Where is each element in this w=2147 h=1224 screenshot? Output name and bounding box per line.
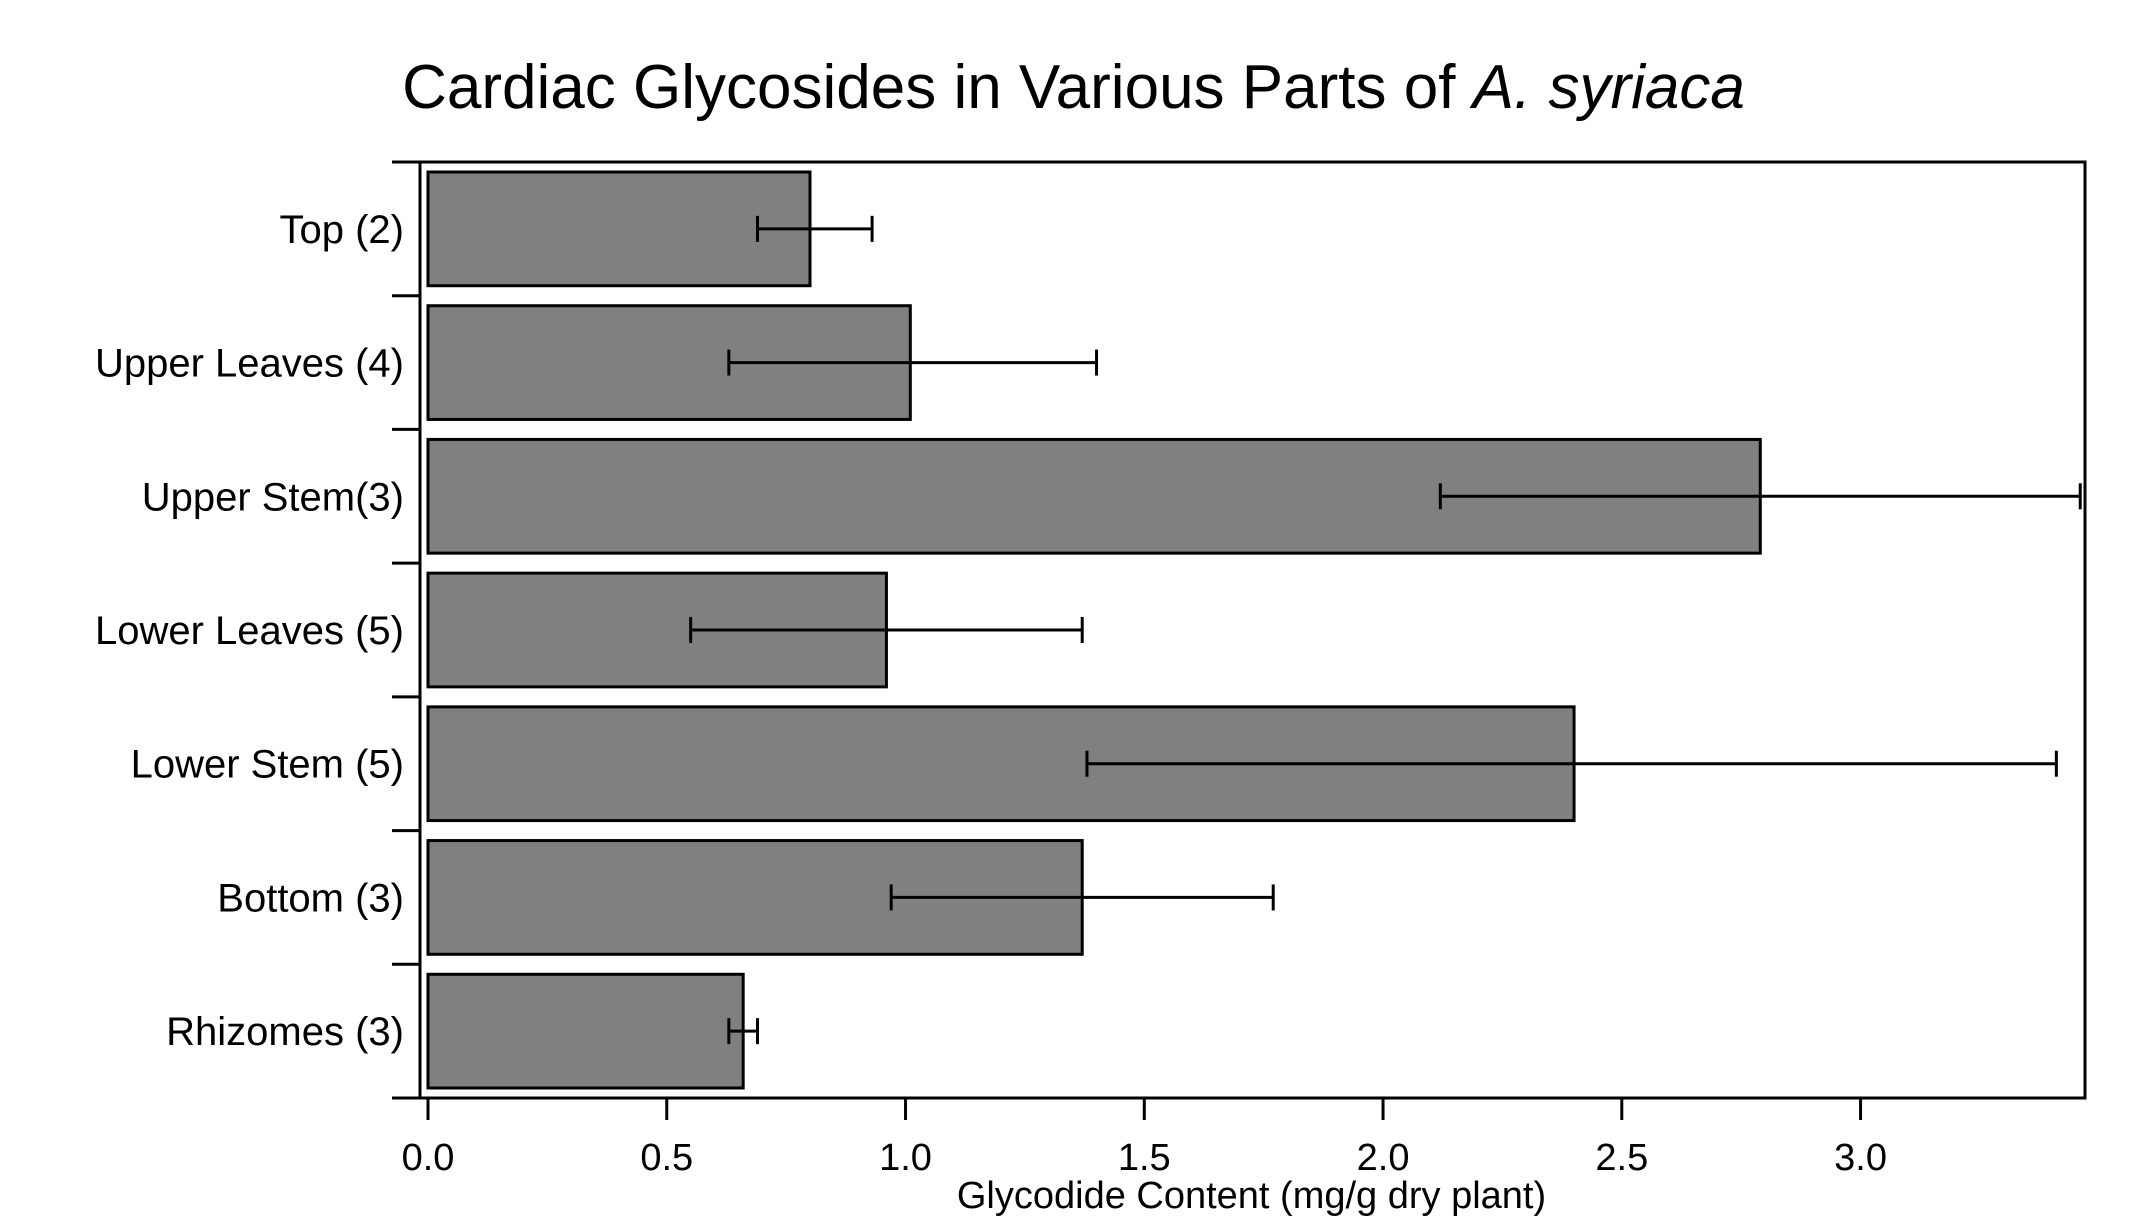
x-tick-label: 0.5	[640, 1137, 693, 1179]
x-tick-label: 1.5	[1118, 1137, 1171, 1179]
bar	[426, 972, 745, 1090]
chart-title: Cardiac Glycosides in Various Parts of A…	[0, 52, 2147, 123]
x-tick-label: 2.5	[1595, 1137, 1648, 1179]
category-label: Lower Leaves (5)	[95, 609, 404, 653]
x-tick-label: 2.0	[1357, 1137, 1410, 1179]
bar	[426, 170, 812, 288]
plot-area: Top (2) Upper Leaves (4) Upper Stem(3) Lowe…	[95, 160, 2087, 1217]
x-tick-label: 3.0	[1834, 1137, 1887, 1179]
category-label: Top (2)	[280, 208, 405, 252]
chart-title-main: Cardiac Glycosides in Various Parts of	[402, 53, 1456, 122]
x-axis-title: Glycodide Content (mg/g dry plant)	[957, 1175, 1546, 1217]
category-label: Lower Stem (5)	[131, 743, 404, 787]
category-label: Rhizomes (3)	[166, 1010, 404, 1054]
category-label: Upper Leaves (4)	[95, 342, 404, 386]
category-label: Upper Stem(3)	[142, 475, 404, 519]
chart-title-species: A. syriaca	[1472, 53, 1745, 122]
x-tick-label: 0.0	[402, 1137, 455, 1179]
x-tick-label: 1.0	[879, 1137, 932, 1179]
category-label: Bottom (3)	[217, 876, 404, 920]
